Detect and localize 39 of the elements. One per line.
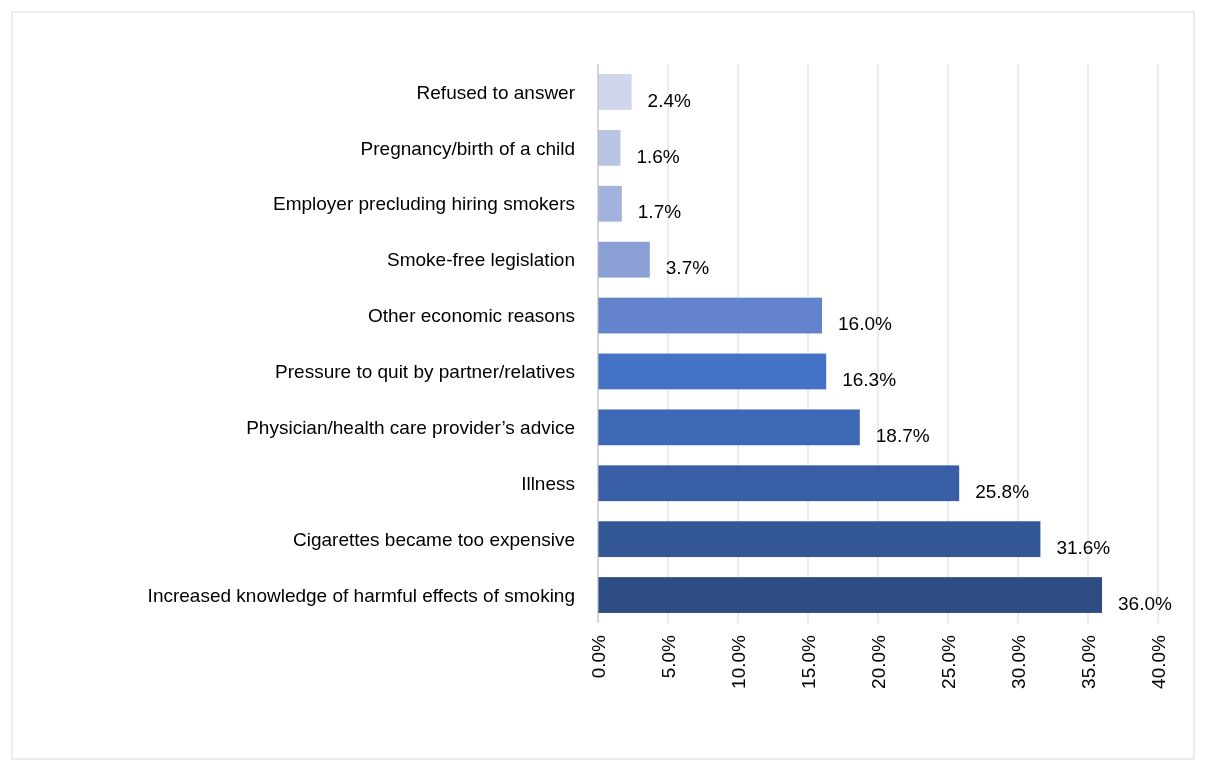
y-tick-label: Pregnancy/birth of a child <box>360 137 575 159</box>
bar <box>598 185 622 222</box>
x-tick-label: 40.0% <box>1147 634 1169 689</box>
bar <box>598 74 632 110</box>
x-tick-label: 20.0% <box>867 634 889 689</box>
x-tick-label: 15.0% <box>797 634 819 689</box>
y-tick-label: Refused to answer <box>416 81 576 103</box>
y-tick-label: Pressure to quit by partner/relatives <box>275 361 575 383</box>
x-tick-label: 35.0% <box>1077 634 1099 689</box>
data-label: 16.0% <box>838 313 892 335</box>
y-tick-label: Increased knowledge of harmful effects of smoking <box>147 584 575 606</box>
data-label: 3.7% <box>665 257 710 279</box>
x-tick-label: 10.0% <box>727 634 749 689</box>
x-tick-label: 5.0% <box>657 634 679 679</box>
bar <box>598 465 960 502</box>
bar <box>598 297 822 334</box>
y-tick-label: Other economic reasons <box>368 305 575 327</box>
data-label: 31.6% <box>1056 536 1111 558</box>
bar <box>598 129 621 166</box>
data-label: 18.7% <box>875 425 930 446</box>
y-tick-label: Physician/health care provider’s advice <box>246 417 575 438</box>
y-tick-label: Illness <box>521 472 575 494</box>
data-label: 16.3% <box>842 369 897 391</box>
bar <box>598 577 1102 613</box>
bar <box>598 353 827 390</box>
y-tick-label: Cigarettes became too expensive <box>293 528 575 550</box>
bar <box>598 521 1041 558</box>
data-label: 1.6% <box>636 145 680 167</box>
data-label: 2.4% <box>647 89 692 111</box>
y-tick-label: Smoke-free legislation <box>387 249 575 271</box>
x-tick-label: 0.0% <box>587 634 609 679</box>
data-label: 1.7% <box>637 201 682 223</box>
data-label: 25.8% <box>975 480 1030 502</box>
y-tick-label: Employer precluding hiring smokers <box>272 193 575 215</box>
data-label: 36.0% <box>1118 592 1172 614</box>
x-tick-label: 25.0% <box>937 634 959 689</box>
bar <box>598 409 860 446</box>
x-tick-label: 30.0% <box>1007 634 1029 689</box>
bar <box>598 241 650 278</box>
